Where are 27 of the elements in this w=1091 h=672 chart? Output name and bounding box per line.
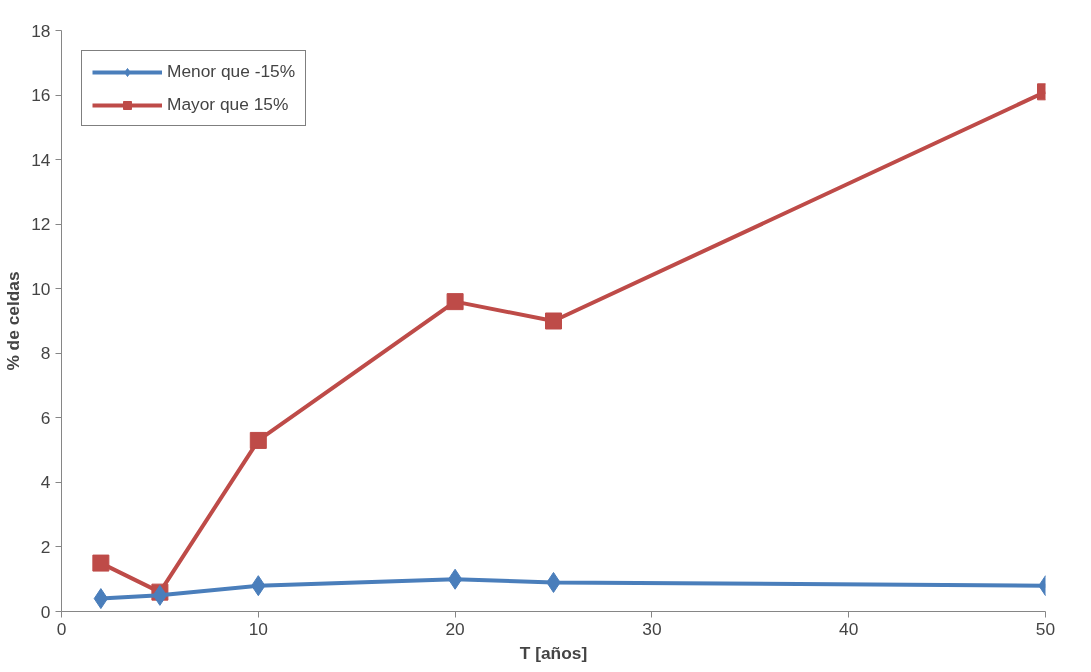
y-tick-label: 0 xyxy=(40,601,51,622)
y-tick-label: 18 xyxy=(31,20,51,41)
x-tick-label: 10 xyxy=(248,618,268,639)
y-tick-label: 10 xyxy=(31,278,51,299)
point xyxy=(152,584,168,606)
x-tick-label: 30 xyxy=(642,618,662,639)
y-axis-title: % de celdas xyxy=(3,271,24,371)
y-tick-label: 4 xyxy=(40,472,51,493)
point xyxy=(92,554,110,572)
point xyxy=(249,431,267,449)
legend-label: Mayor que 15% xyxy=(167,94,289,115)
y-tick-label: 6 xyxy=(40,407,51,428)
point xyxy=(93,588,109,610)
point xyxy=(447,568,463,590)
y-tick-label: 16 xyxy=(31,85,51,106)
legend-label: Menor que -15% xyxy=(167,61,296,82)
point xyxy=(545,312,562,330)
x-tick-label: 20 xyxy=(445,618,465,639)
y-tick-label: 2 xyxy=(40,536,51,557)
y-tick-label: 12 xyxy=(31,214,51,235)
y-tick-label: 14 xyxy=(31,149,51,170)
y-tick-label: 8 xyxy=(40,343,51,364)
x-tick-label: 50 xyxy=(1035,618,1056,639)
point xyxy=(446,293,464,311)
x-tick-label: 40 xyxy=(839,618,859,639)
x-axis-title: T [años] xyxy=(519,642,588,663)
x-tick-label: 0 xyxy=(56,618,67,639)
